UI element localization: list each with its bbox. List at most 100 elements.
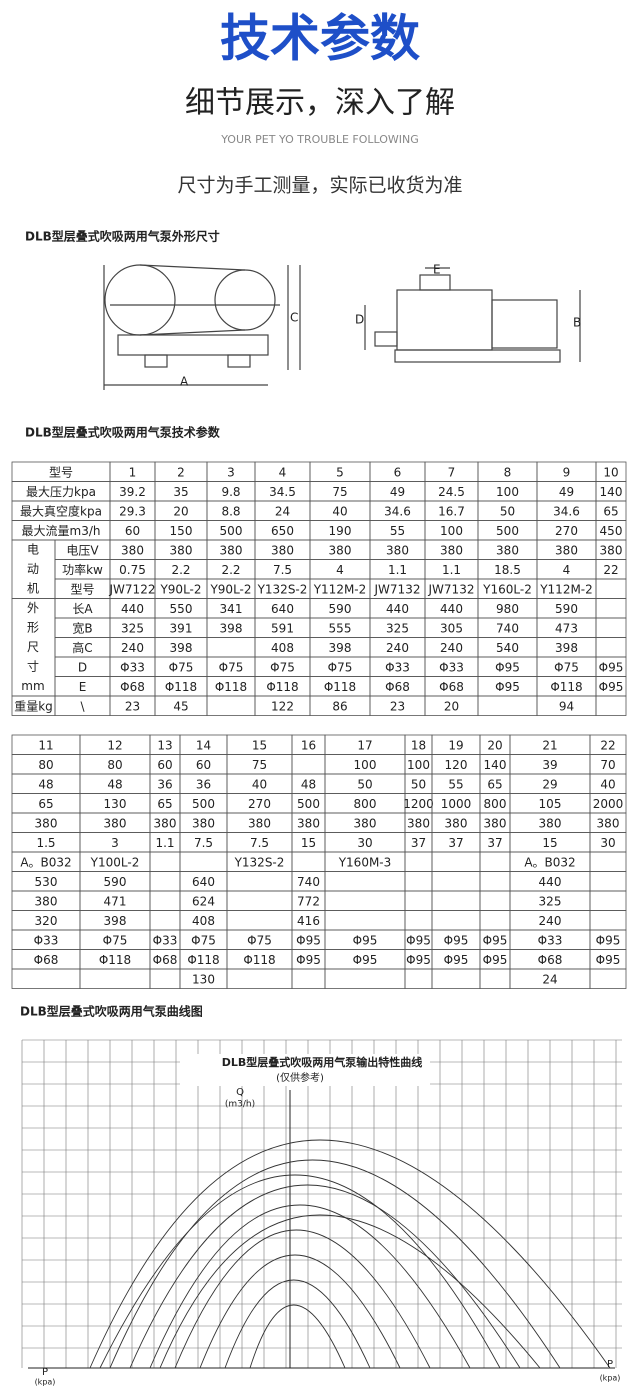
cell-text: 440 — [539, 875, 562, 889]
cell-text: 7.5 — [273, 563, 292, 577]
cell-text: 24 — [542, 972, 557, 986]
cell-text: 380 — [600, 543, 623, 557]
table-cell — [589, 910, 627, 931]
cell-text: Φ95 — [296, 953, 321, 967]
group-label: 电 — [27, 542, 39, 556]
cell-text: Φ75 — [554, 660, 579, 674]
cell-text: 50 — [411, 777, 426, 791]
cell-text: 380 — [386, 543, 409, 557]
table-cell — [431, 968, 481, 989]
cell-text: 130 — [104, 797, 127, 811]
cell-text: 624 — [192, 894, 215, 908]
cell-text: 380 — [329, 543, 352, 557]
cell-text: 45 — [173, 699, 188, 713]
table-cell — [589, 890, 627, 911]
table-cell — [431, 871, 481, 892]
cell-text: 100 — [496, 485, 519, 499]
table-cell — [149, 851, 181, 872]
table-cell — [79, 968, 151, 989]
cell-text: 540 — [496, 641, 519, 655]
cell-text: A。B032 — [20, 855, 71, 869]
table-cell — [149, 910, 181, 931]
cell-text: 240 — [121, 641, 144, 655]
cell-text: 22 — [603, 563, 618, 577]
cell-text: 65 — [38, 797, 53, 811]
cell-text: Φ118 — [550, 680, 582, 694]
cell-text: JW7122 — [109, 582, 156, 596]
row-label: \ — [80, 699, 85, 713]
cell-text: 17 — [357, 738, 372, 752]
cell-text: Φ75 — [270, 660, 295, 674]
table-cell — [404, 851, 433, 872]
cell-text: 12 — [107, 738, 122, 752]
cell-text: 48 — [38, 777, 53, 791]
cell-text: Φ118 — [165, 680, 197, 694]
cell-text: 140 — [600, 485, 623, 499]
cell-text: 555 — [329, 621, 352, 635]
cell-text: 20 — [487, 738, 502, 752]
table-cell — [324, 890, 406, 911]
cell-text: 380 — [104, 816, 127, 830]
cell-text: 20 — [444, 699, 459, 713]
cell-text: 398 — [170, 641, 193, 655]
cell-text: A。B032 — [524, 855, 575, 869]
cell-text: 2000 — [593, 797, 624, 811]
cell-text: 55 — [448, 777, 463, 791]
cell-text: 380 — [597, 816, 620, 830]
axis-label: P — [607, 1359, 613, 1370]
group-label: 外 — [27, 601, 39, 615]
cell-text: 325 — [386, 621, 409, 635]
cell-text: Φ118 — [99, 953, 131, 967]
cell-text: Y112M-2 — [313, 582, 367, 596]
cell-text: Φ95 — [296, 933, 321, 947]
cell-text: 34.6 — [384, 504, 411, 518]
cell-text: 150 — [170, 524, 193, 538]
cell-text: 640 — [192, 875, 215, 889]
curve-chart — [21, 1039, 622, 1369]
cell-text: 398 — [220, 621, 243, 635]
cell-text: 30 — [600, 836, 615, 850]
table-cell — [149, 871, 181, 892]
cell-text: 120 — [445, 758, 468, 772]
cell-text: 15 — [542, 836, 557, 850]
cell-text: Φ118 — [324, 680, 356, 694]
cell-text: 240 — [539, 914, 562, 928]
curve — [109, 1159, 561, 1369]
cell-text: 4 — [563, 563, 571, 577]
cell-text: 590 — [329, 602, 352, 616]
cell-text: Y132S-2 — [234, 855, 285, 869]
cell-text: 740 — [496, 621, 519, 635]
cell-text: 740 — [297, 875, 320, 889]
row-label: 长A — [72, 602, 93, 616]
cell-text: Y160M-3 — [338, 855, 392, 869]
cell-text: 40 — [332, 504, 347, 518]
cell-text: 10 — [603, 465, 618, 479]
cell-text: 440 — [386, 602, 409, 616]
cell-text: 500 — [496, 524, 519, 538]
curve — [249, 1304, 346, 1369]
cell-text: 37 — [487, 836, 502, 850]
cell-text: Φ95 — [444, 933, 469, 947]
cell-text: Φ75 — [247, 933, 272, 947]
curve — [129, 1184, 521, 1369]
table-cell — [324, 968, 406, 989]
subtitle: 细节展示，深入了解 — [185, 86, 455, 121]
curve — [174, 1229, 431, 1369]
cell-text: Φ33 — [385, 660, 410, 674]
cell-text: 9 — [563, 465, 571, 479]
cell-text: Φ95 — [495, 680, 520, 694]
cell-text: 18 — [411, 738, 426, 752]
cell-text: 49 — [390, 485, 405, 499]
table-cell — [324, 871, 406, 892]
group-label: 尺 — [27, 640, 39, 654]
cell-text: Φ75 — [103, 933, 128, 947]
cell-text: 23 — [390, 699, 405, 713]
dim-label: D — [355, 313, 364, 327]
table-cell — [589, 968, 627, 989]
cell-text: Φ68 — [34, 953, 59, 967]
cell-text: 65 — [603, 504, 618, 518]
cell-text: 3 — [227, 465, 235, 479]
cell-text: 1.1 — [388, 563, 407, 577]
cell-text: 7.5 — [250, 836, 269, 850]
cell-text: Y90L-2 — [159, 582, 201, 596]
